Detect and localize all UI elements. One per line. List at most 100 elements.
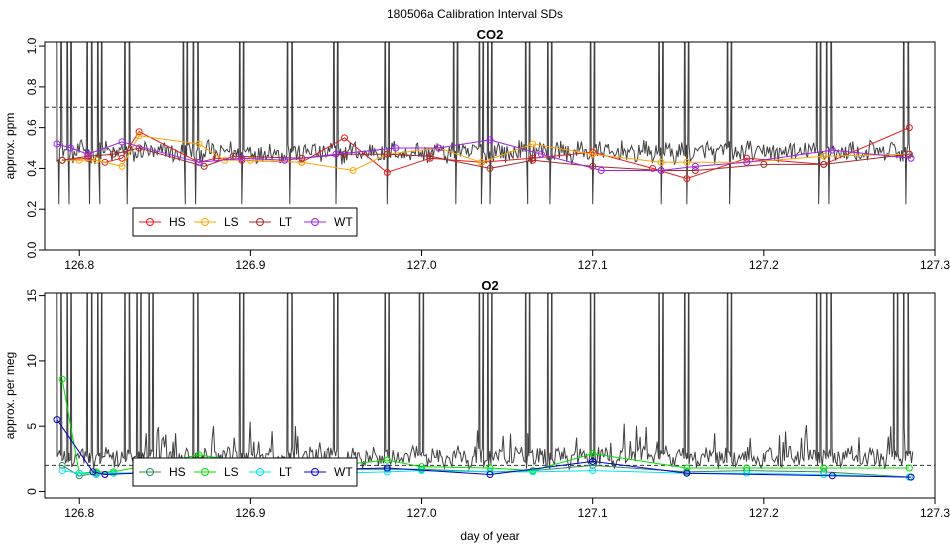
co2-panel: CO2 approx. ppm 126.8 126.9 127.0 127.1 127.2 1… <box>3 27 950 272</box>
data-point <box>477 158 485 166</box>
data-point <box>426 154 434 162</box>
data-point <box>828 472 836 480</box>
x-tick-label: 127.3 <box>920 258 950 272</box>
data-point <box>118 162 126 170</box>
data-point <box>58 461 66 469</box>
data-point <box>537 150 545 158</box>
data-point <box>67 144 75 152</box>
data-point <box>418 463 426 471</box>
y-tick-label: 0 <box>25 488 39 495</box>
series-wt <box>53 136 915 174</box>
data-point <box>238 154 246 162</box>
data-point <box>383 468 391 476</box>
data-point <box>92 156 100 164</box>
series-line <box>62 147 910 171</box>
data-point <box>200 162 208 170</box>
data-point <box>383 456 391 464</box>
data-point <box>426 152 434 160</box>
legend-marker <box>146 468 154 476</box>
data-point <box>683 464 691 472</box>
y-tick-label: 0.6 <box>25 119 39 136</box>
data-point <box>118 138 126 146</box>
y-tick-label: 10 <box>25 354 39 368</box>
legend-label: WT <box>334 215 353 229</box>
data-point <box>89 468 97 476</box>
plot-frame <box>44 292 936 499</box>
legend-label: HS <box>169 215 186 229</box>
data-point <box>84 150 92 158</box>
x-tick-label: 127.3 <box>920 506 950 520</box>
series-line <box>62 470 910 478</box>
data-point <box>486 464 494 472</box>
legend-label: LS <box>224 465 239 479</box>
x-tick-label: 126.8 <box>64 506 94 520</box>
data-point <box>109 469 117 477</box>
series-line <box>62 135 910 172</box>
data-point <box>101 158 109 166</box>
data-point <box>135 144 143 152</box>
data-point <box>649 164 657 172</box>
data-point <box>828 146 836 154</box>
data-point <box>332 150 340 158</box>
legend-marker <box>256 218 264 226</box>
x-tick-label: 127.0 <box>407 506 437 520</box>
data-point <box>597 166 605 174</box>
data-point <box>907 154 915 162</box>
legend-label: WT <box>334 465 353 479</box>
data-point <box>820 160 828 168</box>
data-point <box>743 158 751 166</box>
data-point <box>84 152 92 160</box>
data-point <box>75 469 83 477</box>
series-line <box>56 419 912 478</box>
y-tick-label: 15 <box>25 289 39 303</box>
data-point <box>383 169 391 177</box>
y-tick-label: 1.0 <box>25 37 39 54</box>
data-point <box>195 158 203 166</box>
data-point <box>589 150 597 158</box>
raw-signal-trace <box>56 42 914 205</box>
x-tick-label: 126.9 <box>235 258 265 272</box>
legend: HS LS LT WT <box>132 207 358 237</box>
figure-title: 180506a Calibration Interval SDs <box>387 7 563 21</box>
data-point <box>529 140 537 148</box>
data-point <box>760 160 768 168</box>
data-point <box>683 158 691 166</box>
legend-marker <box>311 468 319 476</box>
data-point <box>589 450 597 458</box>
data-point <box>905 124 913 132</box>
x-tick-label: 126.9 <box>235 506 265 520</box>
data-point <box>486 470 494 478</box>
data-point <box>691 162 699 170</box>
data-point <box>589 467 597 475</box>
data-point <box>281 156 289 164</box>
legend-label: HS <box>169 465 186 479</box>
y-axis-label: approx. per meg <box>3 352 17 439</box>
data-point <box>529 154 537 162</box>
series-line <box>56 139 912 171</box>
data-point <box>341 134 349 142</box>
y-tick-label: 0.4 <box>25 160 39 177</box>
data-point <box>58 156 66 164</box>
data-point <box>743 469 751 477</box>
data-point <box>383 150 391 158</box>
legend-marker <box>146 218 154 226</box>
data-point <box>195 140 203 148</box>
data-point <box>657 166 665 174</box>
legend-marker <box>311 218 319 226</box>
data-point <box>101 470 109 478</box>
y-tick-label: 5 <box>25 423 39 430</box>
data-point <box>905 464 913 472</box>
data-point <box>657 158 665 166</box>
y-tick-label: 0.2 <box>25 201 39 218</box>
x-tick-label: 127.0 <box>407 258 437 272</box>
data-point <box>589 461 597 469</box>
data-point <box>743 464 751 472</box>
data-point <box>683 175 691 183</box>
data-point <box>486 164 494 172</box>
data-point <box>820 152 828 160</box>
y-tick-label: 0.0 <box>25 241 39 258</box>
x-tick-label: 127.1 <box>578 258 608 272</box>
data-point <box>84 154 92 162</box>
x-tick-label: 126.8 <box>64 258 94 272</box>
legend-label: LT <box>279 465 293 479</box>
